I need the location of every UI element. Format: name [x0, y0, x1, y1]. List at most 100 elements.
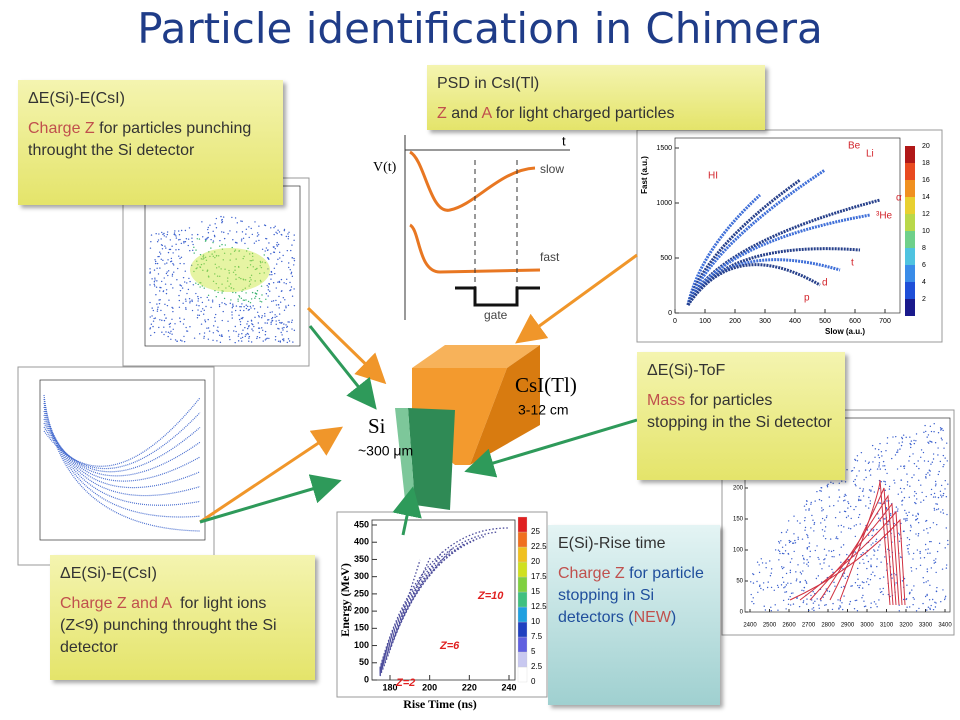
- scatter-dot: [229, 230, 231, 232]
- arrow: [392, 486, 422, 536]
- scatter-dot: [153, 285, 156, 287]
- z-band: [379, 551, 443, 675]
- scatter-dot: [895, 582, 897, 584]
- scatter-dot: [202, 258, 204, 260]
- scatter-dot: [230, 299, 232, 301]
- scatter-dot: [240, 297, 243, 300]
- scatter-dot: [234, 249, 237, 251]
- scatter-dot: [222, 216, 225, 218]
- scatter-dot: [278, 319, 280, 322]
- x-tick-label: 2800: [821, 623, 835, 629]
- scatter-dot: [837, 500, 839, 502]
- scatter-dot: [865, 505, 867, 507]
- scatter-dot: [274, 339, 277, 341]
- scatter-dot: [862, 495, 865, 497]
- scatter-dot: [154, 279, 156, 281]
- scatter-dot: [800, 573, 803, 575]
- colorbar-cell: [905, 214, 915, 231]
- scatter-dot: [267, 286, 270, 288]
- scatter-dot: [785, 531, 788, 533]
- scatter-dot: [875, 540, 877, 543]
- scatter-dot: [868, 583, 870, 586]
- scatter-dot: [812, 519, 814, 521]
- scatter-dot: [855, 524, 857, 526]
- scatter-dot: [153, 269, 156, 271]
- scatter-dot: [843, 585, 845, 588]
- scatter-dot: [287, 338, 290, 340]
- scatter-dot: [199, 333, 201, 335]
- scatter-dot: [219, 239, 221, 242]
- scatter-dot: [173, 271, 175, 273]
- scatter-dot: [845, 516, 848, 519]
- particle-label: Li: [866, 149, 874, 160]
- scatter-dot: [899, 448, 901, 450]
- scatter-dot: [844, 493, 846, 496]
- scatter-dot: [888, 485, 891, 488]
- y-axis-label: Fast (a.u.): [640, 156, 649, 194]
- scatter-dot: [213, 234, 216, 237]
- scatter-dot: [826, 484, 828, 487]
- scatter-dot: [224, 244, 227, 246]
- scatter-dot: [783, 552, 785, 555]
- scatter-dot: [224, 268, 226, 270]
- scatter-dot: [861, 587, 864, 589]
- scatter-dot: [787, 598, 790, 600]
- scatter-dot: [214, 320, 216, 322]
- scatter-dot: [197, 298, 200, 300]
- scatter-dot: [283, 340, 285, 342]
- scatter-dot: [261, 327, 263, 329]
- scatter-dot: [805, 581, 808, 583]
- scatter-dot: [942, 509, 944, 511]
- scatter-dot: [789, 604, 792, 606]
- scatter-dot: [936, 503, 939, 505]
- scatter-dot: [884, 489, 886, 492]
- scatter-dot: [279, 341, 282, 343]
- scatter-dot: [184, 298, 187, 300]
- scatter-dot: [792, 542, 794, 544]
- scatter-dot: [804, 517, 806, 519]
- colorbar-label: 5: [531, 647, 536, 656]
- scatter-dot: [178, 299, 181, 302]
- scatter-dot: [260, 262, 262, 264]
- scatter-dot: [196, 267, 198, 269]
- scatter-dot: [183, 318, 185, 321]
- scatter-dot: [241, 336, 244, 339]
- scatter-dot: [784, 544, 787, 546]
- y-tick-label: 0: [740, 610, 744, 616]
- si-front: [408, 408, 455, 510]
- scatter-dot: [806, 546, 809, 549]
- scatter-dot: [252, 259, 254, 261]
- scatter-dot: [278, 313, 281, 315]
- z-label: Z=6: [439, 640, 460, 652]
- scatter-dot: [894, 454, 897, 456]
- scatter-dot: [253, 325, 255, 328]
- scatter-dot: [278, 328, 280, 330]
- scatter-dot: [170, 338, 172, 340]
- scatter-dot: [908, 543, 910, 546]
- scatter-dot: [903, 518, 905, 520]
- scatter-dot: [262, 329, 264, 331]
- scatter-dot: [812, 607, 815, 609]
- scatter-dot: [793, 515, 795, 517]
- scatter-dot: [914, 519, 917, 521]
- scatter-dot: [186, 330, 189, 332]
- scatter-dot: [784, 550, 787, 552]
- arrow: [199, 426, 343, 524]
- scatter-dot: [247, 333, 250, 335]
- scatter-dot: [203, 287, 205, 289]
- scatter-dot: [275, 231, 277, 234]
- scatter-dot: [188, 297, 191, 300]
- y-tick-label: 0: [668, 310, 672, 317]
- scatter-dot: [945, 567, 948, 569]
- scatter-dot: [287, 238, 289, 240]
- scatter-dot: [227, 233, 229, 235]
- y-tick-label: 300: [354, 571, 369, 581]
- scatter-dot: [268, 242, 270, 244]
- scatter-dot: [892, 436, 894, 438]
- scatter-dot: [879, 468, 881, 470]
- scatter-dot: [209, 224, 211, 226]
- scatter-dot: [267, 268, 269, 270]
- scatter-dot: [942, 492, 945, 495]
- colorbar-cell: [905, 282, 915, 299]
- scatter-dot: [937, 447, 939, 449]
